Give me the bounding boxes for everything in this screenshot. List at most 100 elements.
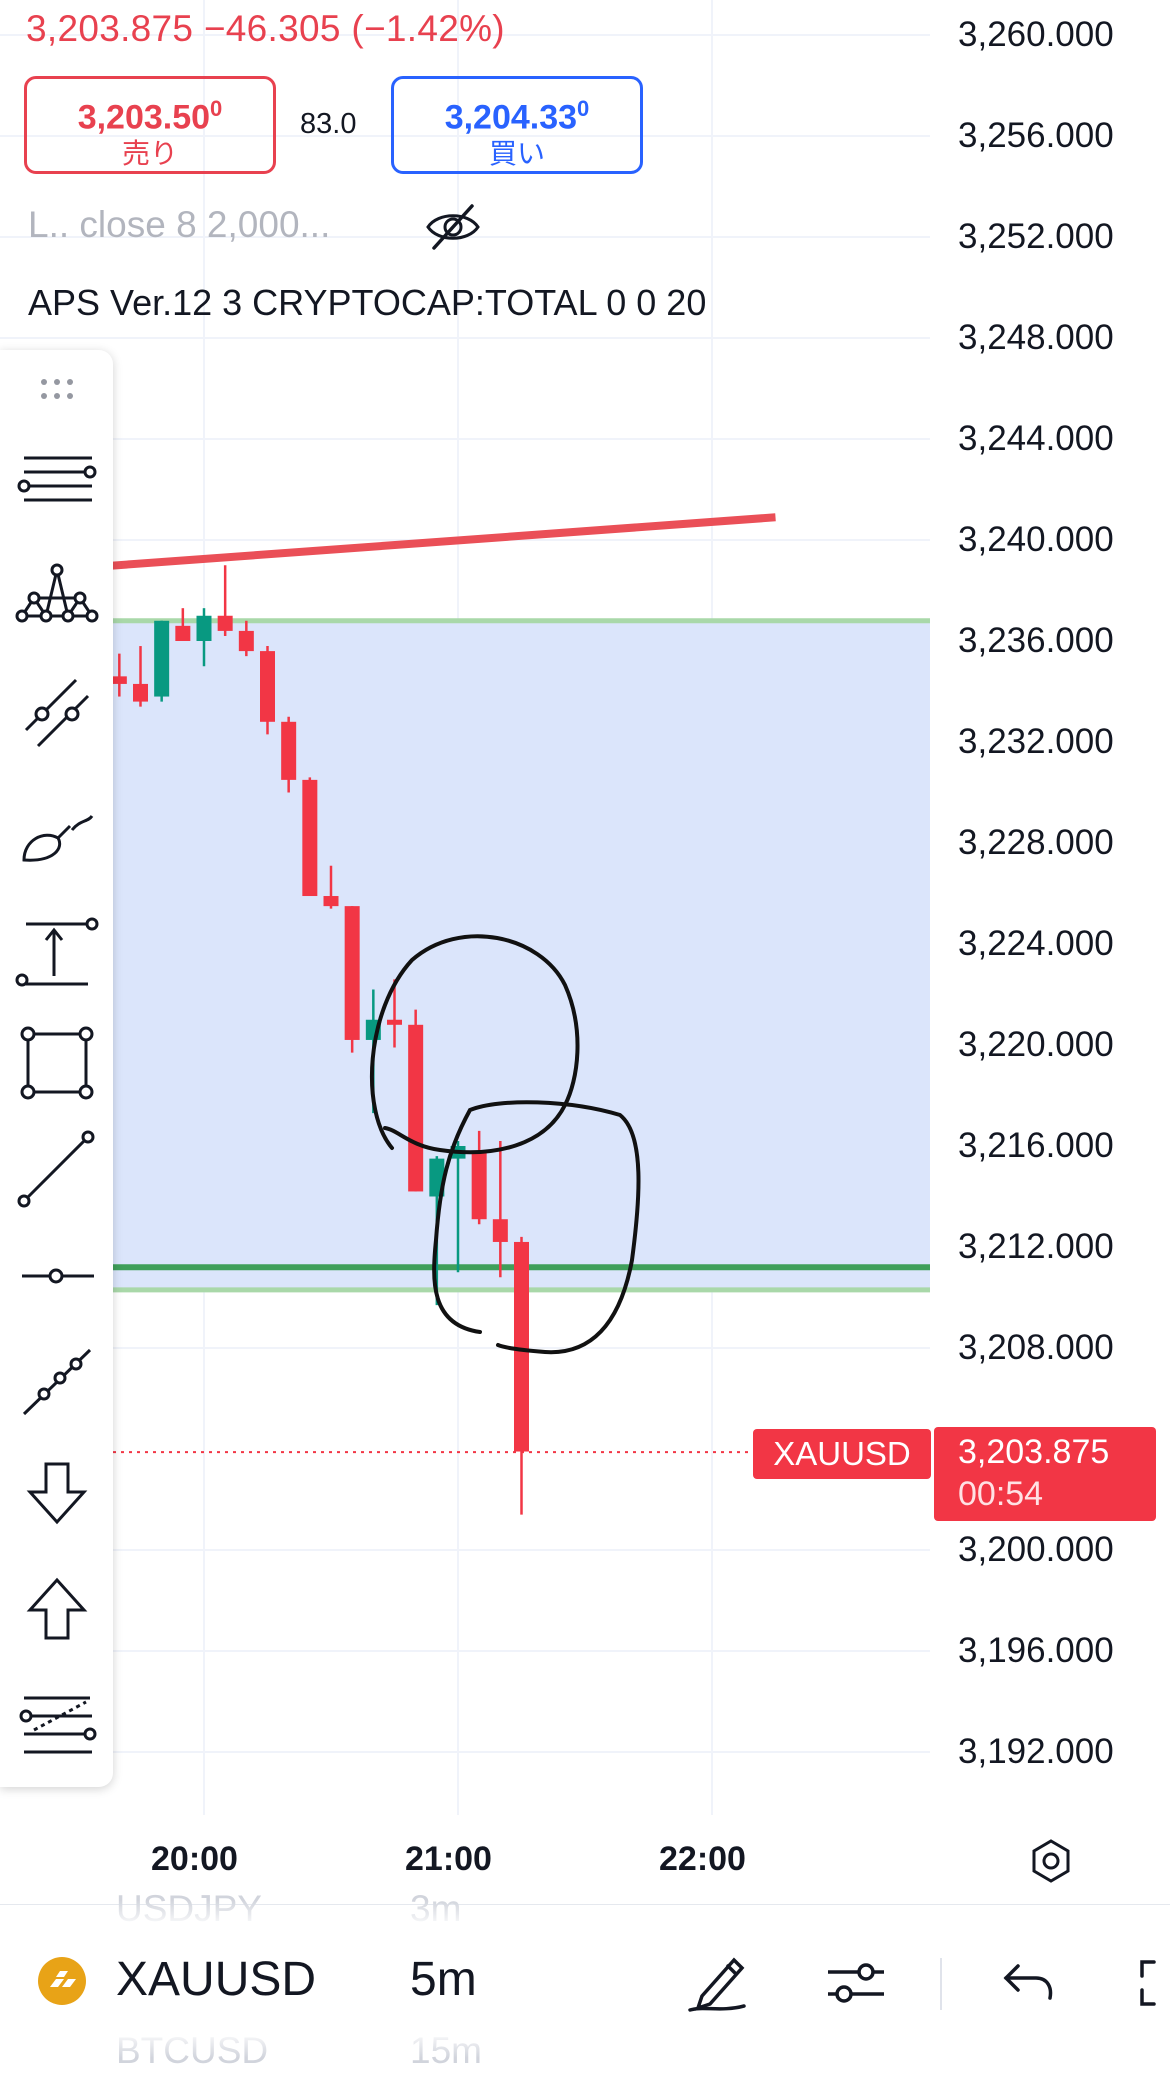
study-legend[interactable]: APS Ver.12 3 CRYPTOCAP:TOTAL 0 0 20: [28, 282, 707, 323]
gold-bars-icon: [38, 1957, 86, 2005]
candle: [387, 979, 402, 1048]
time-tick-label: 21:00: [405, 1840, 492, 1878]
eye-slash-icon[interactable]: [424, 198, 482, 256]
path-icon[interactable]: [14, 1338, 100, 1424]
candle: [154, 620, 170, 702]
rectangle-icon[interactable]: [14, 1020, 100, 1106]
price-tick-label: 3,248.000: [958, 318, 1114, 357]
candle-body: [492, 1219, 508, 1242]
candle-body: [238, 630, 254, 652]
time-tick-label: 22:00: [659, 1840, 746, 1878]
fullscreen-icon[interactable]: [1128, 1948, 1170, 2016]
timeframe-selector[interactable]: 5m: [410, 1953, 477, 2006]
candle: [175, 608, 191, 641]
candle-body: [281, 721, 297, 780]
indicator-legend[interactable]: L.. close 8 2,000...: [28, 204, 331, 245]
price-tick-label: 3,256.000: [958, 116, 1114, 155]
line-icon[interactable]: [14, 1125, 100, 1211]
buy-price: 3,204.33: [444, 98, 578, 137]
price-tick-label: 3,236.000: [958, 621, 1114, 660]
candle-body: [217, 615, 233, 631]
price-chart[interactable]: [0, 0, 1170, 1900]
last-price-value: 3,203.875: [958, 1433, 1110, 1471]
candle: [514, 1236, 529, 1515]
sell-button[interactable]: 3,203.500 売り: [24, 76, 276, 174]
candle-body: [387, 1019, 402, 1025]
price-tick-label: 3,216.000: [958, 1126, 1114, 1165]
arrow-up-icon[interactable]: [14, 1566, 100, 1652]
price-tick-label: 3,240.000: [958, 520, 1114, 559]
hand-circle-2: [432, 1100, 641, 1355]
settings-sliders-icon[interactable]: [822, 1948, 890, 2016]
candle-body: [196, 615, 212, 641]
candle-body: [408, 1024, 424, 1192]
hand-drawn-circles: [369, 934, 641, 1355]
last-price-tag: 3,203.875 00:54: [934, 1427, 1156, 1521]
price-tick-label: 3,252.000: [958, 217, 1114, 256]
buy-label: 買い: [488, 138, 545, 170]
candle-body: [514, 1241, 529, 1452]
measure-icon[interactable]: [14, 910, 100, 996]
price-tick-label: 3,228.000: [958, 823, 1114, 862]
candle: [260, 646, 275, 735]
symbol-selector[interactable]: XAUUSD: [116, 1953, 317, 2006]
buy-button[interactable]: 3,204.330 買い: [391, 76, 643, 174]
price-tick-label: 3,212.000: [958, 1227, 1114, 1266]
buy-price-fraction: 0: [577, 96, 590, 121]
candle-body: [111, 676, 127, 684]
sell-label: 売り: [121, 138, 178, 170]
arrow-down-icon[interactable]: [14, 1450, 100, 1536]
time-tick-label: 20:00: [151, 1840, 238, 1878]
drag-handle-icon[interactable]: [14, 364, 100, 414]
price-tick-label: 3,232.000: [958, 722, 1114, 761]
candle: [344, 906, 360, 1053]
candle-body: [260, 651, 275, 722]
candle: [111, 653, 127, 697]
candle-body: [302, 779, 318, 897]
last-price-symbol-tag: XAUUSD: [753, 1429, 931, 1479]
horizontal-ray-icon[interactable]: [14, 1233, 100, 1319]
price-tick-label: 3,224.000: [958, 924, 1114, 963]
brush-icon[interactable]: [14, 790, 100, 876]
fade-bottom: [0, 2030, 1170, 2058]
chart-settings-icon[interactable]: [1028, 1838, 1074, 1884]
candle-body: [175, 625, 191, 641]
candle: [196, 608, 212, 667]
candle: [217, 565, 233, 636]
candle-body: [154, 620, 170, 697]
fib-icon[interactable]: [14, 1680, 100, 1766]
sell-price: 3,203.50: [77, 98, 211, 137]
pen-icon[interactable]: [682, 1948, 750, 2016]
hand-circle-1: [369, 934, 580, 1155]
drawing-toolbar: [0, 350, 113, 1787]
resistance-trend-line: [13, 513, 776, 577]
spread-value: 83.0: [300, 108, 357, 140]
zone-rectangle: [113, 620, 930, 1290]
sell-price-fraction: 0: [210, 96, 223, 121]
candle: [302, 777, 318, 897]
bottom-bar-separator: [940, 1958, 942, 2010]
candle: [281, 716, 297, 793]
price-change-header: 3,203.875 −46.305 (−1.42%): [26, 8, 505, 49]
chart-drawings: [13, 513, 930, 1454]
candle-body: [323, 896, 339, 907]
candle: [471, 1130, 487, 1225]
horizontal-lines-icon[interactable]: [14, 436, 100, 522]
candle: [323, 865, 339, 909]
candle-body: [471, 1151, 487, 1220]
price-tick-label: 3,192.000: [958, 1732, 1114, 1771]
pattern-icon[interactable]: [14, 550, 100, 636]
price-tick-label: 3,200.000: [958, 1530, 1114, 1569]
bar-countdown: 00:54: [958, 1475, 1044, 1513]
price-tick-label: 3,244.000: [958, 419, 1114, 458]
trend-line-tool-icon[interactable]: [14, 670, 100, 756]
price-tick-label: 3,208.000: [958, 1328, 1114, 1367]
undo-icon[interactable]: [996, 1948, 1064, 2016]
price-tick-label: 3,220.000: [958, 1025, 1114, 1064]
price-tick-label: 3,196.000: [958, 1631, 1114, 1670]
candle: [238, 620, 254, 657]
candle-body: [133, 683, 148, 702]
price-tick-label: 3,260.000: [958, 15, 1114, 54]
fade-top: [0, 1900, 1170, 1928]
candle: [492, 1140, 508, 1278]
